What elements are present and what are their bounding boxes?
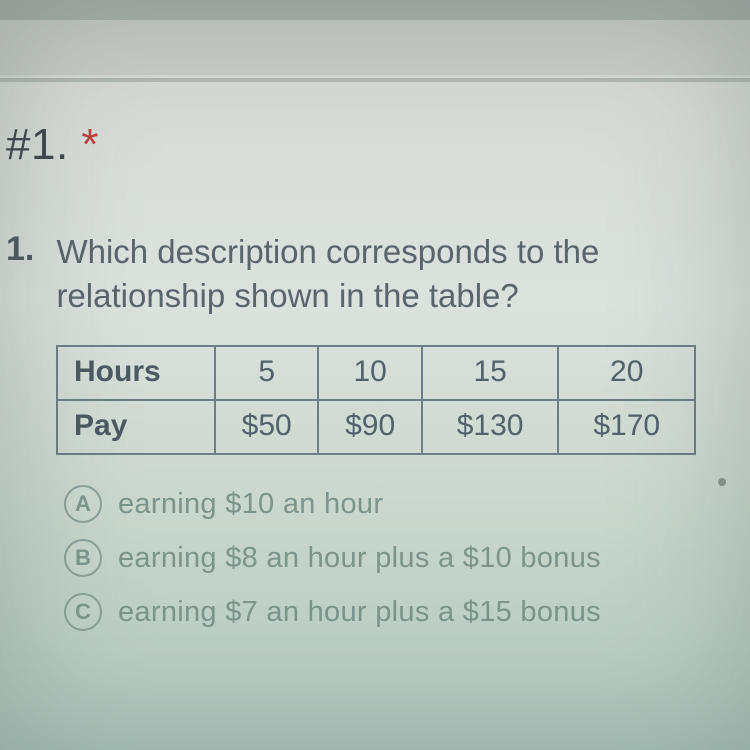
choice-text: earning $8 an hour plus a $10 bonus xyxy=(118,542,601,575)
row-header-pay: Pay xyxy=(57,400,215,454)
choice-text: earning $10 an hour xyxy=(118,488,383,521)
question-header: #1. * xyxy=(0,120,750,170)
table-cell: 20 xyxy=(558,346,695,400)
question-number: 1. xyxy=(6,230,52,269)
top-band-dark xyxy=(0,0,750,20)
table-row: Pay $50 $90 $130 $170 xyxy=(57,400,695,454)
table-cell: $50 xyxy=(215,400,318,454)
top-band-light xyxy=(0,20,750,75)
table-cell: $130 xyxy=(422,400,559,454)
table-cell: 5 xyxy=(215,346,318,400)
table-row: Hours 5 10 15 20 xyxy=(57,346,695,400)
question-line-1: Which description corresponds to the xyxy=(56,233,599,270)
choice-bubble: C xyxy=(64,593,102,631)
question-body: 1. Which description corresponds to the … xyxy=(0,230,750,631)
answer-choices: A earning $10 an hour B earning $8 an ho… xyxy=(64,485,750,631)
choice-a[interactable]: A earning $10 an hour xyxy=(64,485,750,523)
divider-line xyxy=(0,78,750,82)
table-cell: 15 xyxy=(422,346,559,400)
question-text: Which description corresponds to the rel… xyxy=(56,230,599,317)
table-cell: $170 xyxy=(558,400,695,454)
content-area: #1. * 1. Which description corresponds t… xyxy=(0,120,750,647)
choice-bubble: B xyxy=(64,539,102,577)
stray-dot xyxy=(718,478,726,486)
required-star: * xyxy=(81,120,99,169)
table-cell: $90 xyxy=(318,400,421,454)
row-header-hours: Hours xyxy=(57,346,215,400)
header-label: #1. xyxy=(6,120,69,169)
table-cell: 10 xyxy=(318,346,421,400)
choice-bubble: A xyxy=(64,485,102,523)
question-line-2: relationship shown in the table? xyxy=(56,277,518,314)
choice-b[interactable]: B earning $8 an hour plus a $10 bonus xyxy=(64,539,750,577)
choice-text: earning $7 an hour plus a $15 bonus xyxy=(118,596,601,629)
choice-c[interactable]: C earning $7 an hour plus a $15 bonus xyxy=(64,593,750,631)
data-table: Hours 5 10 15 20 Pay $50 $90 $130 $170 xyxy=(56,345,696,455)
worksheet-screen: #1. * 1. Which description corresponds t… xyxy=(0,0,750,750)
